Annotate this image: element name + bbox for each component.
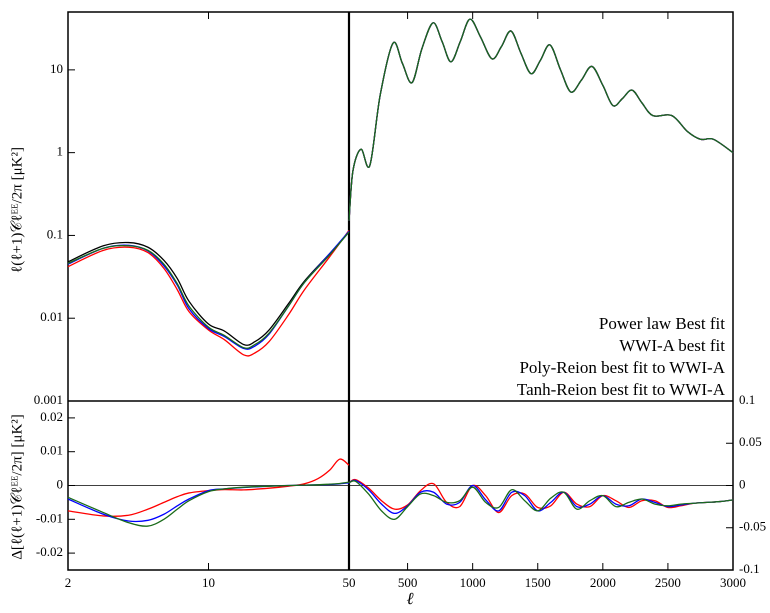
legend-entry: Tanh-Reion best fit to WWI-A <box>517 380 726 399</box>
y-tick-label: 1 <box>57 144 64 159</box>
y-tick-label: 0 <box>57 476 64 491</box>
x-tick-label: 2500 <box>655 575 681 590</box>
series-line <box>348 18 734 221</box>
x-tick-label: 500 <box>398 575 418 590</box>
x-tick-label: 2 <box>65 575 72 590</box>
legend-entry: WWI-A best fit <box>619 336 725 355</box>
legend-entry: Poly-Reion best fit to WWI-A <box>519 358 725 377</box>
y2-tick-label: -0.05 <box>739 519 766 534</box>
y-tick-label: -0.02 <box>36 544 63 559</box>
y-tick-label: 0.02 <box>40 409 63 424</box>
x-tick-label: 10 <box>202 575 215 590</box>
y2-tick-label: 0.1 <box>739 392 755 407</box>
series-line <box>348 18 734 221</box>
x-tick-label: 1000 <box>460 575 486 590</box>
plot-frame <box>67 11 734 571</box>
y2-tick-label: -0.1 <box>739 561 760 576</box>
series-line <box>67 231 350 346</box>
x-axis-label: ℓ <box>406 589 413 608</box>
y-tick-label: 10 <box>50 61 63 76</box>
x-tick-label: 50 <box>343 575 356 590</box>
series-line <box>67 458 350 517</box>
series-line <box>67 481 350 527</box>
series-line <box>348 18 734 221</box>
y-tick-label: 0.01 <box>40 309 63 324</box>
series-line <box>67 231 350 349</box>
legend-entry: Power law Best fit <box>599 314 725 333</box>
x-tick-label: 1500 <box>525 575 551 590</box>
series-line <box>348 480 734 520</box>
y-tick-label: 0.01 <box>40 443 63 458</box>
y2-tick-label: 0.05 <box>739 434 762 449</box>
y-axis-label: ℓ(ℓ+1)𝒞ℓᴱᴱ/2π [μK²] <box>9 147 25 273</box>
y-tick-label: -0.01 <box>36 510 63 525</box>
x-tick-label: 2000 <box>590 575 616 590</box>
series-line <box>67 230 350 357</box>
x-tick-label: 3000 <box>720 575 746 590</box>
y2-tick-label: 0 <box>739 476 746 491</box>
y-tick-label: 0.001 <box>34 392 63 407</box>
y-tick-label: 0.1 <box>47 226 63 241</box>
y-axis-label: Δ[ℓ(ℓ+1)𝒞ℓᴱᴱ/2π] [μK²] <box>9 414 25 560</box>
series-line <box>348 18 734 221</box>
